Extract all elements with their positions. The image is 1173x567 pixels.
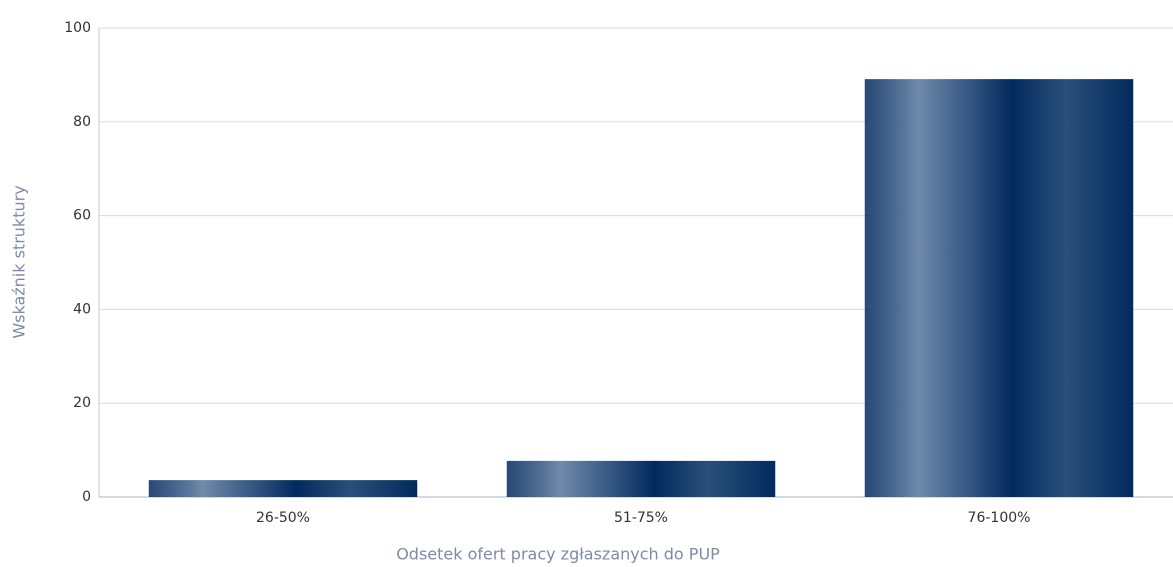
- y-axis-title: Wskaźnik struktury: [10, 185, 29, 338]
- y-tick-label: 20: [73, 395, 91, 411]
- x-tick-label: 26-50%: [256, 510, 310, 526]
- y-tick-label: 60: [73, 208, 91, 224]
- bar: [864, 79, 1134, 497]
- y-tick-label: 40: [73, 301, 91, 317]
- y-tick-label: 80: [73, 114, 91, 130]
- x-tick-label: 51-75%: [614, 510, 668, 526]
- bar: [506, 460, 776, 497]
- y-tick-label: 100: [64, 20, 91, 36]
- y-tick-label: 0: [82, 489, 91, 505]
- x-axis-title: Odsetek ofert pracy zgłaszanych do PUP: [396, 545, 720, 564]
- x-tick-label: 76-100%: [968, 510, 1031, 526]
- bar: [148, 480, 418, 497]
